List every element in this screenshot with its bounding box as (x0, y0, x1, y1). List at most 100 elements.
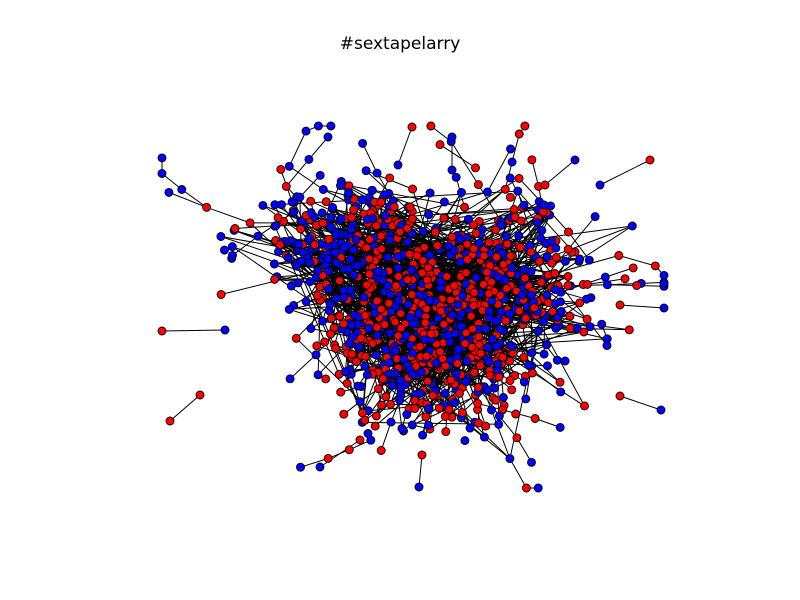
graph-node (495, 290, 505, 300)
graph-node (481, 324, 491, 334)
graph-node (426, 121, 436, 131)
graph-node (157, 169, 167, 178)
graph-node (450, 398, 460, 408)
graph-edge (397, 126, 413, 166)
graph-node (457, 321, 466, 331)
graph-node (313, 121, 323, 131)
graph-node (444, 405, 454, 414)
graph-node (380, 320, 390, 330)
graph-edge (531, 159, 540, 187)
graph-node (436, 277, 446, 287)
graph-node (393, 160, 403, 170)
graph-node (514, 231, 524, 241)
graph-node (355, 435, 365, 445)
graph-node (563, 281, 573, 290)
graph-node (446, 375, 456, 385)
graph-node (492, 252, 501, 262)
graph-node (555, 422, 565, 432)
graph-node (383, 252, 393, 262)
graph-edge (499, 415, 518, 439)
graph-node (417, 268, 427, 278)
graph-node (419, 242, 429, 252)
graph-edge (322, 275, 345, 298)
graph-node (627, 221, 637, 231)
graph-node (483, 385, 493, 395)
graph-node (426, 329, 436, 339)
graph-node (368, 339, 377, 348)
graph-node (439, 197, 449, 207)
graph-node (412, 251, 422, 261)
graph-node (318, 185, 328, 194)
graph-title: #sextapelarry (339, 34, 461, 54)
graph-node (165, 416, 175, 426)
graph-node (509, 205, 519, 214)
graph-edge (319, 439, 361, 468)
graph-edge (289, 354, 317, 380)
graph-node (326, 213, 336, 223)
graph-node (533, 326, 543, 336)
graph-node (385, 328, 395, 338)
graph-node (358, 138, 368, 148)
graph-node (493, 359, 503, 369)
graph-node (507, 157, 517, 167)
graph-node (432, 241, 442, 251)
graph-node (276, 164, 286, 174)
graph-node (430, 227, 440, 237)
graph-node (306, 196, 316, 206)
graph-edge (161, 329, 226, 332)
graph-node (460, 339, 470, 349)
graph-node (370, 421, 380, 431)
graph-node (580, 401, 589, 411)
graph-node (597, 319, 607, 329)
graph-node (498, 259, 508, 269)
graph-node (455, 388, 464, 398)
node-layer (157, 121, 669, 493)
graph-node (377, 244, 386, 254)
graph-node (468, 220, 478, 230)
graph-node (494, 411, 504, 421)
graph-node (306, 324, 316, 333)
graph-node (473, 399, 483, 408)
graph-node (373, 267, 383, 277)
graph-node (424, 210, 434, 220)
graph-node (659, 303, 669, 313)
graph-edge (300, 457, 329, 468)
graph-edge (619, 395, 662, 411)
graph-node (628, 263, 638, 273)
graph-edge (439, 144, 476, 169)
graph-node (547, 236, 557, 246)
graph-edge (418, 454, 423, 488)
graph-node (269, 259, 279, 269)
graph-node (339, 319, 349, 329)
graph-node (395, 395, 405, 405)
graph-node (521, 313, 531, 323)
graph-node (659, 270, 669, 280)
graph-node (391, 346, 401, 355)
graph-node (461, 268, 471, 278)
graph-edge (599, 159, 651, 186)
graph-node (326, 329, 336, 339)
graph-node (473, 180, 483, 190)
graph-node (479, 432, 489, 442)
graph-node (393, 252, 403, 262)
graph-node (469, 301, 478, 311)
graph-node (296, 256, 306, 266)
graph-node (650, 261, 660, 271)
graph-node (362, 370, 372, 380)
graph-node (620, 274, 630, 284)
graph-node (496, 220, 506, 230)
graph-node (401, 330, 411, 340)
graph-node (543, 298, 553, 308)
graph-node (283, 253, 293, 263)
graph-node (313, 370, 323, 380)
graph-node (372, 296, 382, 306)
graph-node (447, 132, 457, 142)
graph-node (359, 292, 369, 302)
graph-edge (477, 184, 502, 222)
graph-node (304, 154, 314, 164)
graph-node (508, 341, 517, 351)
graph-node (362, 280, 372, 290)
graph-node (349, 270, 359, 280)
graph-node (505, 173, 515, 183)
graph-node (305, 258, 315, 267)
